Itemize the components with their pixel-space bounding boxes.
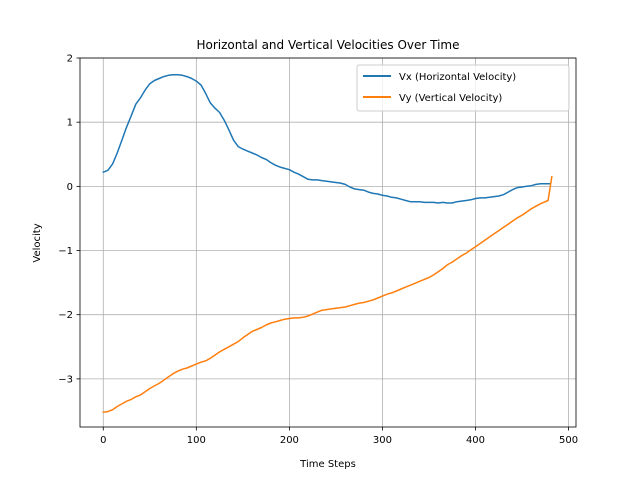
x-tick-label: 0 (100, 435, 106, 446)
y-tick-label: −2 (58, 310, 73, 321)
legend-label-vx: Vx (Horizontal Velocity) (399, 72, 516, 83)
x-axis-ticks: 0 100 200 300 400 500 (100, 427, 578, 446)
y-axis-title: Velocity (32, 223, 43, 262)
x-axis-title: Time Steps (299, 459, 356, 470)
y-tick-label: −1 (58, 246, 73, 257)
series-line-vx (102, 73, 551, 204)
series-lines (102, 73, 553, 414)
legend: Vx (Horizontal Velocity) Vy (Vertical Ve… (356, 64, 570, 112)
y-tick-label: 0 (67, 182, 73, 193)
plot-area: 0 100 200 300 400 500 −3 −2 −1 0 1 2 (58, 54, 578, 447)
x-tick-label: 200 (280, 435, 299, 446)
axes-frame (79, 57, 577, 428)
y-tick-label: 1 (67, 118, 73, 129)
legend-label-vy: Vy (Vertical Velocity) (399, 93, 502, 104)
y-axis-ticks: −3 −2 −1 0 1 2 (58, 54, 80, 385)
x-tick-label: 100 (187, 435, 206, 446)
x-tick-label: 500 (559, 435, 578, 446)
grid (80, 57, 576, 427)
series-line-vy (102, 175, 553, 414)
y-tick-label: −3 (58, 374, 73, 385)
x-tick-label: 300 (373, 435, 392, 446)
x-tick-label: 400 (466, 435, 485, 446)
legend-box (356, 64, 570, 112)
y-tick-label: 2 (67, 54, 73, 65)
chart-title: Horizontal and Vertical Velocities Over … (196, 38, 459, 52)
